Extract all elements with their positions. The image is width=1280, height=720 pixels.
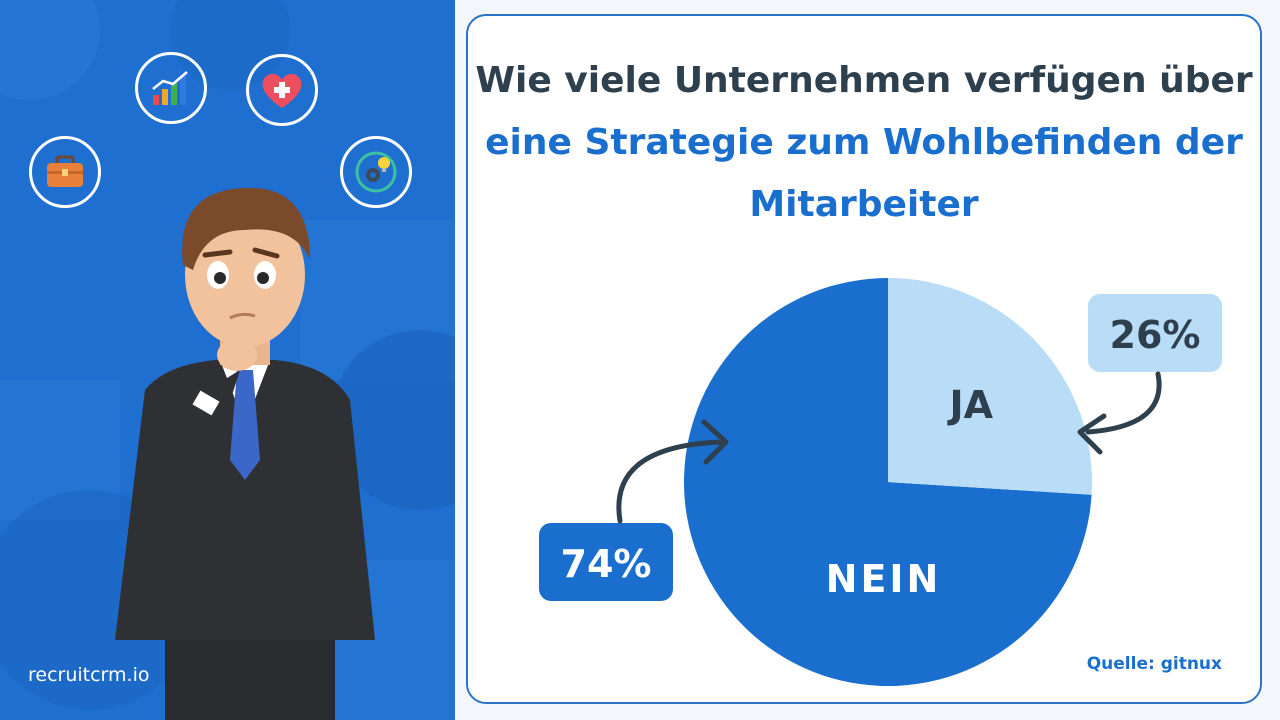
slice-label-nein: NEIN [826,557,942,601]
thinking-businessman-illustration [115,187,375,720]
page-title: Wie viele Unternehmen verfügen über eine… [468,50,1260,236]
pie-slice-nein [684,278,1092,687]
gear-bulb-icon [340,136,412,208]
arrow-nein [616,439,725,524]
bar-chart-icon [135,52,207,124]
brand-label: recruitcrm.io [28,664,150,686]
value-badge-ja [1088,294,1222,372]
title-line-1: Wie viele Unternehmen verfügen über [475,60,1253,101]
title-line-3: Mitarbeiter [749,184,979,225]
arrow-ja [1085,371,1162,435]
value-badge-nein [539,523,673,601]
slice-label-ja: JA [946,383,993,427]
value-label-nein: 74% [561,542,652,586]
arrow-ja-head [1077,413,1107,455]
left-illustration-panel: recruitcrm.io [0,0,455,720]
arrow-nein-head [701,419,729,465]
briefcase-icon [29,136,101,208]
title-line-2: eine Strategie zum Wohlbefinden der [485,122,1243,163]
infographic-card: Wie viele Unternehmen verfügen über eine… [466,14,1262,704]
pie-slice-ja [888,278,1092,495]
pie-chart: JA NEIN 26% 74% [539,278,1222,687]
source-label: Quelle: gitnux [1086,654,1222,674]
heart-plus-icon [246,54,318,126]
value-label-ja: 26% [1110,313,1201,357]
